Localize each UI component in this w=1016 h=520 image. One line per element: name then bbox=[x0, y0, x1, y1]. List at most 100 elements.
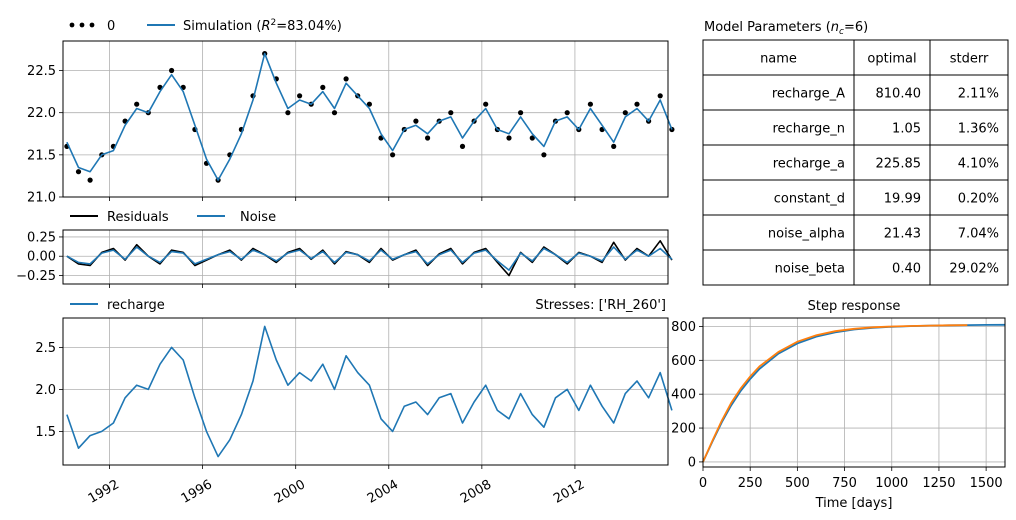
data-point bbox=[320, 84, 326, 90]
series-residuals-line bbox=[66, 240, 673, 277]
y-tick-label: 0.25 bbox=[27, 230, 56, 245]
step-series bbox=[702, 323, 1006, 463]
legend-obs-label: 0 bbox=[107, 19, 115, 34]
table-cell-value: recharge_A bbox=[772, 87, 845, 102]
data-point bbox=[169, 67, 175, 74]
x-tick-label: 2004 bbox=[365, 477, 401, 507]
series-noise-line bbox=[66, 246, 673, 271]
table-cell-value: 21.43 bbox=[884, 227, 921, 242]
data-point bbox=[343, 76, 349, 82]
data-point bbox=[529, 135, 535, 141]
table-cell bbox=[929, 144, 1009, 181]
x-tick-label: 1500 bbox=[970, 476, 1003, 491]
x-tick-label: 0 bbox=[699, 476, 707, 491]
series-simulation-r-2-83-04--line bbox=[66, 52, 673, 181]
x-tick-label: 2000 bbox=[272, 477, 308, 507]
x-tick-label: 500 bbox=[785, 476, 810, 491]
x-tick-label: 1000 bbox=[875, 476, 908, 491]
data-point bbox=[366, 101, 372, 107]
table-cell-value: 4.10% bbox=[958, 157, 999, 172]
data-point bbox=[448, 110, 454, 116]
data-point bbox=[425, 135, 431, 141]
table-cell-value: noise_alpha bbox=[768, 227, 845, 242]
table-cell-value: 0.40 bbox=[892, 262, 921, 277]
legend-obs-marker bbox=[69, 22, 75, 28]
head-legend: 0 Simulation (R2=83.04%) bbox=[69, 18, 342, 34]
table-cell-value: recharge_a bbox=[773, 157, 845, 172]
step-x-ticks: 0 250 500 750 1000 1250 1500 bbox=[699, 467, 1003, 491]
params-table-title: Model Parameters (nc=6) bbox=[704, 20, 868, 37]
step-axes-frame bbox=[702, 317, 1006, 468]
legend-recharge-label: recharge bbox=[107, 298, 165, 313]
y-tick-label: 1.5 bbox=[35, 425, 56, 440]
data-point bbox=[541, 152, 547, 158]
y-tick-label: 21.5 bbox=[27, 148, 56, 163]
recharge-x-ticks: 1992 1996 2000 2004 2008 2012 bbox=[86, 465, 587, 507]
residuals-series bbox=[66, 240, 673, 277]
x-tick-label: 750 bbox=[832, 476, 857, 491]
x-tick-label: 1250 bbox=[922, 476, 955, 491]
table-cell bbox=[853, 214, 931, 251]
table-cell-value: 225.85 bbox=[876, 157, 922, 172]
residuals-y-ticks: −0.25 0.00 0.25 bbox=[16, 230, 63, 284]
step-response-line-1 bbox=[702, 324, 968, 463]
head-series bbox=[64, 51, 675, 183]
step-y-ticks: 0 200 400 600 800 bbox=[671, 320, 703, 470]
legend-obs-marker bbox=[79, 22, 85, 28]
recharge-legend: recharge bbox=[70, 298, 165, 313]
head-panel: 21.0 21.5 22.0 22.5 0 Simulation (R2=83.04%… bbox=[27, 18, 675, 206]
y-tick-label: 600 bbox=[671, 354, 696, 369]
x-tick-label: 2012 bbox=[551, 477, 587, 507]
data-point bbox=[285, 110, 291, 116]
step-response-line-0 bbox=[702, 323, 1006, 463]
table-cell bbox=[702, 74, 855, 111]
table-cell bbox=[853, 249, 931, 286]
step-title: Step response bbox=[808, 299, 901, 314]
data-point bbox=[622, 110, 628, 116]
data-point bbox=[634, 101, 640, 107]
table-cell bbox=[702, 39, 855, 76]
y-tick-label: 21.0 bbox=[27, 191, 56, 206]
step-panel: Step response 0 200 400 600 800 0 250 500 750 10… bbox=[671, 299, 1006, 511]
recharge-y-ticks: 1.5 2.0 2.5 bbox=[35, 341, 63, 440]
y-tick-label: −0.25 bbox=[16, 269, 56, 284]
table-cell bbox=[702, 179, 855, 216]
table-cell-value: 1.36% bbox=[958, 122, 999, 137]
data-point bbox=[87, 177, 93, 183]
y-tick-label: 22.5 bbox=[27, 64, 56, 79]
table-cell-value: 1.05 bbox=[892, 122, 921, 137]
table-cell-value: recharge_n bbox=[772, 122, 845, 137]
table-cell-value: 29.02% bbox=[949, 262, 999, 277]
data-point bbox=[506, 135, 512, 141]
data-point bbox=[413, 118, 419, 124]
residuals-grid bbox=[63, 230, 668, 284]
step-xlabel: Time [days] bbox=[815, 496, 893, 511]
residuals-x-ticks bbox=[109, 284, 576, 288]
table-cell-value: 19.99 bbox=[884, 192, 921, 207]
data-point bbox=[587, 101, 594, 107]
legend-residuals-label: Residuals bbox=[107, 210, 169, 225]
data-point bbox=[564, 110, 570, 116]
residuals-panel: −0.25 0.00 0.25 Residuals Noise bbox=[16, 210, 673, 288]
table-header-name: name bbox=[760, 52, 797, 67]
legend-noise-label: Noise bbox=[240, 210, 276, 225]
legend-obs-marker bbox=[89, 22, 95, 28]
x-tick-label: 2008 bbox=[458, 477, 494, 507]
residuals-axes-frame bbox=[62, 229, 669, 285]
y-tick-label: 2.5 bbox=[35, 341, 56, 356]
y-tick-label: 200 bbox=[671, 422, 696, 437]
params-table: name optimal stderr recharge_A 810.40 2.11% re… bbox=[702, 39, 1009, 286]
table-cell-value: 0.20% bbox=[958, 192, 999, 207]
head-y-ticks: 21.0 21.5 22.0 22.5 bbox=[27, 64, 63, 206]
data-point bbox=[390, 152, 396, 158]
table-header-stderr: stderr bbox=[950, 52, 989, 67]
data-point bbox=[75, 169, 82, 175]
table-cell bbox=[929, 179, 1009, 216]
recharge-axes-frame bbox=[62, 317, 669, 466]
y-tick-label: 0.00 bbox=[27, 250, 56, 265]
x-tick-label: 1992 bbox=[86, 477, 122, 507]
head-grid bbox=[63, 41, 668, 198]
y-tick-label: 400 bbox=[671, 388, 696, 403]
stresses-title: Stresses: ['RH_260'] bbox=[535, 298, 666, 313]
